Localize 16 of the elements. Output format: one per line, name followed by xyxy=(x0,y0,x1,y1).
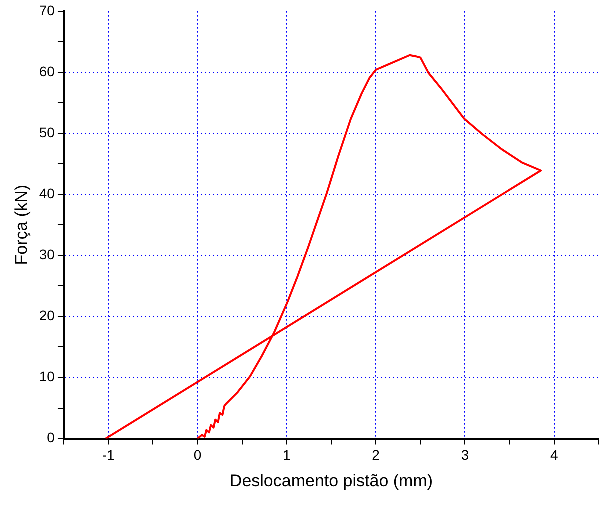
y-tick-label: 60 xyxy=(39,63,56,80)
x-tick-label: 0 xyxy=(194,447,202,464)
x-tick-label: 4 xyxy=(550,447,559,464)
y-tick-label: 20 xyxy=(39,308,56,324)
x-tick-label: 2 xyxy=(372,447,380,464)
y-tick-label: 30 xyxy=(39,246,56,262)
x-tick-label: 3 xyxy=(461,447,470,464)
y-tick-label: 10 xyxy=(39,368,56,385)
y-tick-label: 40 xyxy=(39,185,56,202)
y-axis-title: Força (kN) xyxy=(12,184,31,266)
x-axis-title: Deslocamento pistão (mm) xyxy=(230,471,434,490)
y-tick-label: 50 xyxy=(39,124,56,140)
x-tick-label: -1 xyxy=(102,447,115,464)
y-tick-label: 0 xyxy=(47,430,56,446)
x-tick-label: 1 xyxy=(283,447,291,464)
y-tick-label: 70 xyxy=(39,2,56,18)
